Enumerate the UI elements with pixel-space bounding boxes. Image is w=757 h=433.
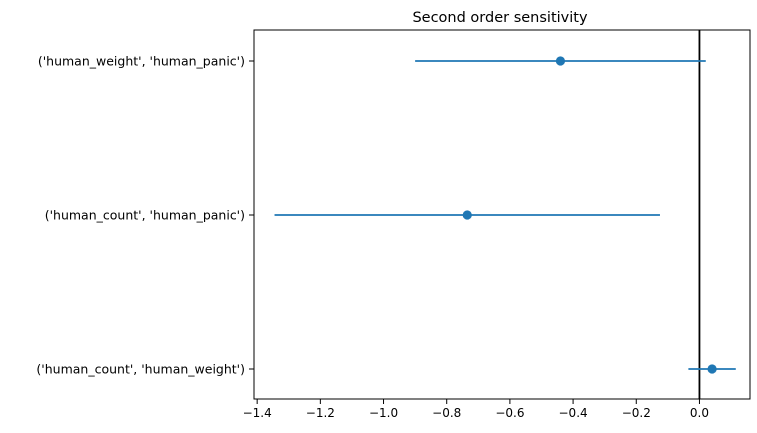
- x-tick-label: −0.2: [622, 406, 651, 420]
- x-tick-label: −1.2: [306, 406, 335, 420]
- y-tick-label: ('human_weight', 'human_panic'): [38, 54, 245, 69]
- plot-area: −1.4 −1.2 −1.0 −0.8 −0.6 −0.4 −0.2 0.0 ('human_w…: [36, 30, 736, 420]
- data-point: [707, 364, 717, 374]
- x-tick-label: −1.0: [369, 406, 398, 420]
- y-tick-label: ('human_count', 'human_weight'): [36, 362, 245, 377]
- x-tick-label: −1.4: [243, 406, 272, 420]
- x-tick-label: −0.4: [559, 406, 588, 420]
- x-tick-label: −0.6: [495, 406, 524, 420]
- data-point: [462, 210, 472, 220]
- data-point: [555, 56, 566, 66]
- chart-title: Second order sensitivity: [412, 10, 588, 26]
- y-tick-label: ('human_count', 'human_panic'): [45, 208, 245, 223]
- plot-frame: [253, 29, 751, 400]
- x-tick-label: −0.8: [432, 406, 461, 420]
- x-tick-label: 0.0: [690, 406, 709, 420]
